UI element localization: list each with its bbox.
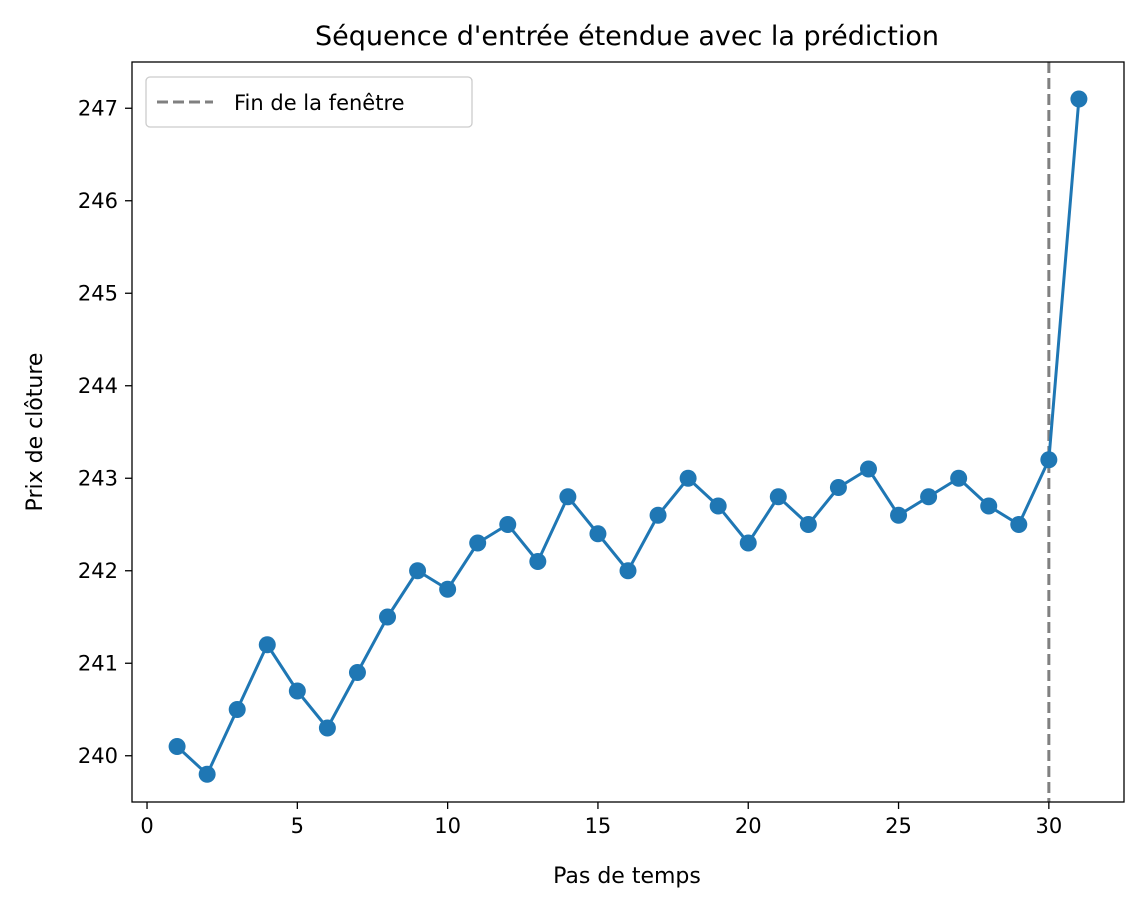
y-tick-label: 241	[78, 651, 118, 675]
data-point	[318, 719, 336, 737]
data-point	[228, 701, 246, 718]
data-point	[379, 608, 397, 626]
y-tick-label: 242	[78, 559, 118, 583]
data-point	[890, 506, 908, 524]
data-point	[799, 516, 817, 533]
data-point	[859, 460, 877, 478]
x-tick-label: 10	[434, 814, 461, 838]
y-tick-label: 246	[78, 189, 118, 213]
data-point	[168, 738, 186, 755]
data-point	[439, 580, 457, 598]
data-point	[589, 525, 607, 543]
legend-label-window-end: Fin de la fenêtre	[234, 91, 405, 115]
x-tick-label: 15	[585, 814, 612, 838]
legend: Fin de la fenêtre	[145, 76, 473, 128]
data-point	[258, 636, 276, 654]
data-point	[198, 765, 216, 783]
x-tick-label: 30	[1035, 814, 1062, 838]
y-tick-label: 245	[78, 281, 118, 305]
y-axis: 240 241 242 243 244 245 246 247	[78, 96, 132, 768]
data-point	[499, 516, 517, 533]
x-tick-label: 5	[291, 814, 304, 838]
data-point	[409, 562, 427, 580]
plot-area	[168, 62, 1088, 802]
x-tick-label: 25	[885, 814, 912, 838]
data-point	[769, 488, 787, 506]
data-point	[649, 506, 667, 524]
y-tick-label: 247	[78, 96, 118, 120]
x-axis: 0 5 10 15 20 25 30	[140, 802, 1062, 838]
x-tick-label: 0	[140, 814, 153, 838]
plot-frame	[131, 61, 1125, 803]
data-point	[469, 534, 487, 552]
y-tick-label: 244	[78, 374, 118, 398]
data-point	[679, 469, 697, 487]
y-axis-label: Prix de clôture	[23, 353, 48, 512]
data-point	[529, 553, 547, 570]
data-point	[288, 682, 306, 700]
y-tick-label: 243	[78, 466, 118, 490]
data-point	[920, 488, 938, 506]
data-point	[1040, 451, 1058, 469]
data-point	[348, 664, 366, 681]
data-point	[619, 562, 637, 580]
data-point	[980, 497, 998, 515]
x-tick-label: 20	[735, 814, 762, 838]
series-line	[176, 98, 1081, 776]
legend-box	[145, 76, 473, 128]
y-tick-label: 240	[78, 744, 118, 768]
data-point	[829, 479, 847, 496]
data-point	[559, 488, 577, 506]
x-axis-label: Pas de temps	[553, 864, 701, 889]
data-point	[1070, 90, 1088, 108]
data-point	[739, 534, 757, 552]
data-point	[950, 469, 968, 487]
chart-title: Séquence d'entrée étendue avec la prédic…	[315, 21, 939, 52]
data-point	[709, 497, 727, 515]
data-point	[1010, 516, 1028, 533]
